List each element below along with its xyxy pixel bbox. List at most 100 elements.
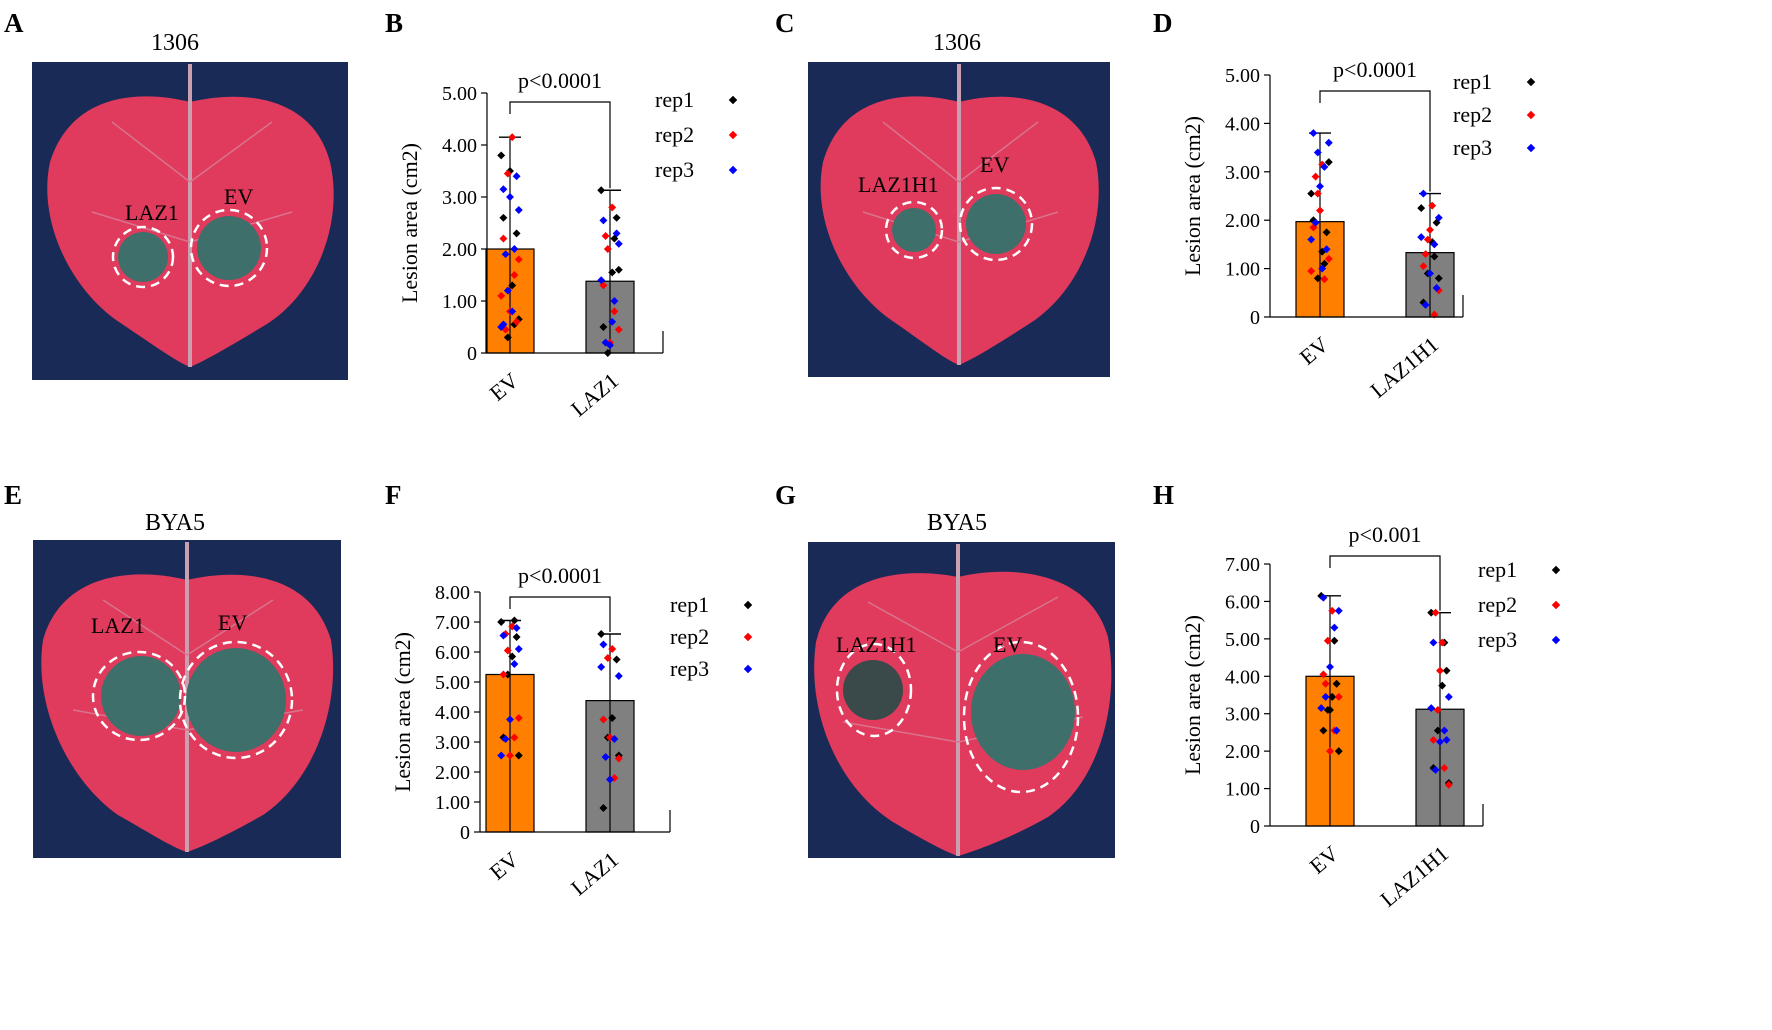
data-point-h-rep2 bbox=[1429, 735, 1438, 744]
data-point-d-rep3 bbox=[1432, 284, 1441, 292]
data-point-b-rep1 bbox=[497, 151, 506, 160]
p-value-b: p<0.0001 bbox=[518, 68, 602, 93]
y-tick-label-f: 5.00 bbox=[435, 672, 470, 694]
data-point-f-rep3 bbox=[597, 663, 606, 671]
p-value-h: p<0.001 bbox=[1349, 522, 1422, 547]
y-tick-label-d: 5.00 bbox=[1225, 65, 1260, 87]
y-tick-label-b: 1.00 bbox=[442, 291, 477, 313]
y-tick-label-f: 1.00 bbox=[435, 792, 470, 814]
leaf-title-a: 1306 bbox=[151, 30, 199, 56]
data-point-h-rep3 bbox=[1440, 726, 1449, 735]
legend-label-f-rep3: rep3 bbox=[670, 656, 709, 681]
category-label-h-0: EV bbox=[1305, 841, 1344, 879]
significance-bracket-d bbox=[1319, 90, 1431, 192]
y-tick-label-b: 4.00 bbox=[442, 135, 477, 157]
legend-label-f-rep2: rep2 bbox=[670, 624, 709, 649]
data-point-f-rep3 bbox=[514, 645, 523, 653]
p-value-f: p<0.0001 bbox=[518, 563, 602, 588]
panel-letter-a: A bbox=[4, 8, 24, 38]
data-point-b-rep1 bbox=[608, 268, 617, 277]
data-point-b-rep3 bbox=[599, 216, 608, 225]
data-point-b-rep3 bbox=[610, 297, 619, 305]
panel-letter-f: F bbox=[385, 480, 402, 510]
leaf-label-e-2: EV bbox=[218, 610, 247, 635]
data-point-b-rep3 bbox=[608, 317, 617, 326]
chart-h: EV LAZ1H1 0 1.00 2.00 3.00 4.00 5.00 6.00 7.00 Les… bbox=[1180, 522, 1561, 912]
data-point-b-rep2 bbox=[512, 317, 521, 326]
data-point-b-rep2 bbox=[608, 203, 617, 212]
leaf-title-c: 1306 bbox=[933, 30, 981, 56]
data-point-h-rep3 bbox=[1330, 623, 1339, 632]
data-point-b-rep1 bbox=[599, 323, 608, 331]
data-point-b-rep3 bbox=[499, 185, 508, 194]
y-tick-label-h: 4.00 bbox=[1225, 666, 1260, 688]
leaf-label-g-1: LAZ1H1 bbox=[836, 632, 917, 657]
legend-marker-d-rep2 bbox=[1526, 110, 1536, 120]
data-point-b-rep3 bbox=[597, 276, 606, 285]
leaf-label-c-1: LAZ1H1 bbox=[858, 172, 939, 197]
panel-letter-g: G bbox=[775, 480, 797, 510]
leaf-label-a-2: EV bbox=[224, 184, 253, 209]
data-point-b-rep2 bbox=[614, 325, 623, 334]
legend-marker-h-rep3 bbox=[1551, 635, 1561, 645]
data-point-b-rep1 bbox=[503, 333, 512, 342]
panel-letter-e: E bbox=[4, 480, 23, 510]
category-label-d-1: LAZ1H1 bbox=[1365, 332, 1443, 403]
y-tick-label-f: 6.00 bbox=[435, 642, 470, 664]
data-point-d-rep2 bbox=[1320, 275, 1329, 284]
legend-marker-b-rep3 bbox=[728, 165, 738, 175]
data-point-h-rep3 bbox=[1436, 737, 1444, 746]
data-point-d-rep3 bbox=[1324, 138, 1333, 147]
legend-label-d-rep2: rep2 bbox=[1453, 102, 1492, 127]
y-tick-label-b: 5.00 bbox=[442, 83, 477, 105]
data-point-f-rep1 bbox=[597, 630, 606, 638]
significance-bracket-b bbox=[509, 101, 611, 189]
data-point-b-rep3 bbox=[501, 250, 510, 259]
data-point-h-rep2 bbox=[1440, 764, 1449, 772]
category-label-f-1: LAZ1 bbox=[566, 847, 623, 901]
panel-letter-h: H bbox=[1153, 480, 1175, 510]
data-point-b-rep3 bbox=[614, 239, 623, 248]
y-tick-label-b: 0 bbox=[467, 343, 477, 365]
data-point-d-rep2 bbox=[1421, 250, 1430, 259]
legend-label-b-rep2: rep2 bbox=[655, 122, 694, 147]
data-point-b-rep2 bbox=[499, 234, 508, 243]
y-axis-label-f: Lesion area (cm2) bbox=[390, 632, 415, 792]
y-tick-label-d: 4.00 bbox=[1225, 113, 1260, 135]
leaf-label-g-2: EV bbox=[993, 632, 1022, 657]
category-label-b-1: LAZ1 bbox=[566, 368, 623, 422]
data-point-b-rep1 bbox=[508, 281, 517, 290]
data-point-h-rep2 bbox=[1319, 670, 1328, 679]
data-point-d-rep3 bbox=[1309, 129, 1318, 138]
y-tick-label-h: 2.00 bbox=[1225, 741, 1260, 763]
data-point-f-rep3 bbox=[599, 640, 608, 649]
category-label-f-0: EV bbox=[485, 847, 524, 885]
data-point-h-rep3 bbox=[1431, 765, 1440, 774]
data-point-d-rep1 bbox=[1430, 252, 1439, 261]
data-point-f-rep1 bbox=[497, 618, 506, 626]
leaf-label-e-1: LAZ1 bbox=[91, 613, 145, 638]
legend-label-h-rep3: rep3 bbox=[1478, 627, 1517, 652]
y-tick-label-f: 0 bbox=[460, 822, 470, 844]
data-point-f-rep1 bbox=[612, 655, 621, 664]
data-point-b-rep1 bbox=[614, 265, 623, 274]
legend-marker-f-rep1 bbox=[743, 600, 753, 610]
data-point-d-rep3 bbox=[1419, 189, 1428, 198]
panel-letter-c: C bbox=[775, 8, 795, 38]
legend-marker-h-rep1 bbox=[1551, 565, 1561, 575]
data-point-b-rep3 bbox=[510, 245, 519, 253]
y-tick-label-h: 1.00 bbox=[1225, 779, 1260, 801]
data-point-b-rep3 bbox=[503, 286, 512, 295]
data-point-b-rep1 bbox=[597, 186, 606, 195]
data-point-b-rep3 bbox=[601, 338, 610, 347]
data-point-f-rep3 bbox=[601, 753, 610, 761]
data-point-d-rep3 bbox=[1417, 233, 1426, 242]
y-tick-label-b: 3.00 bbox=[442, 187, 477, 209]
y-tick-label-d: 0 bbox=[1250, 307, 1260, 329]
category-label-d-0: EV bbox=[1295, 332, 1334, 370]
y-tick-label-f: 3.00 bbox=[435, 732, 470, 754]
p-value-d: p<0.0001 bbox=[1333, 57, 1417, 82]
legend-label-d-rep1: rep1 bbox=[1453, 69, 1492, 94]
data-point-h-rep3 bbox=[1444, 692, 1453, 701]
y-tick-label-h: 5.00 bbox=[1225, 629, 1260, 651]
